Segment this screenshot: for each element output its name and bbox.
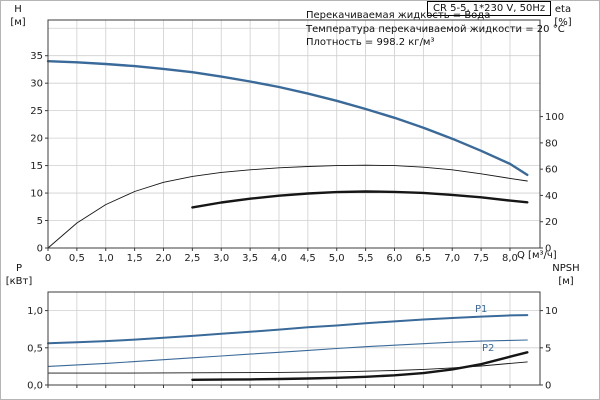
x-tick-label: 0,5	[69, 253, 85, 264]
y-right-tick-label: 5	[545, 343, 551, 354]
y-right-tick-label: 20	[545, 217, 558, 228]
x-tick-label: 5,0	[329, 253, 345, 264]
y-left-tick-label: 0	[37, 244, 43, 255]
eta-curve	[47, 164, 528, 249]
eta-axis-label-unit: [%]	[554, 17, 572, 28]
NPSH-curve	[191, 351, 529, 381]
h-axis-label: H [м]	[6, 3, 30, 29]
P2-curve	[47, 339, 528, 367]
y-right-tick-label: 60	[545, 165, 558, 176]
npsh-axis-label-unit: [м]	[558, 276, 574, 287]
fluid-annotations: Перекачиваемая жидкость = Вода Температу…	[306, 9, 565, 50]
x-tick-label: 2,5	[184, 253, 200, 264]
NPSH-curve-thin	[47, 361, 528, 374]
npsh-axis-label-symbol: NPSH	[552, 263, 580, 274]
x-tick-label: 4,5	[300, 253, 316, 264]
x-tick-label: 1,5	[127, 253, 143, 264]
plot-border	[47, 19, 541, 249]
y-left-tick-label: 25	[30, 106, 43, 117]
x-tick-label: 8,0	[502, 253, 518, 264]
y-left-tick-label: 0,5	[27, 343, 43, 354]
y-left-tick-label: 15	[30, 161, 43, 172]
plot-border	[47, 291, 541, 386]
y-left-tick-label: 35	[30, 51, 43, 62]
x-tick-label: 4,0	[271, 253, 287, 264]
q-axis-label: Q [м³/ч]	[517, 250, 557, 261]
x-tick-label: 3,0	[213, 253, 229, 264]
y-right-tick-label: 80	[545, 138, 558, 149]
eta-axis-label: eta [%]	[548, 3, 578, 29]
x-tick-label: 7,5	[473, 253, 489, 264]
y-right-tick-label: 40	[545, 191, 558, 202]
annotation-density: Плотность = 998.2 кг/м³	[306, 37, 435, 48]
y-left-tick-label: 10	[30, 189, 43, 200]
p-axis-label-unit: [кВт]	[5, 276, 33, 287]
p2-curve-label: P2	[482, 343, 495, 354]
H-curve	[46, 60, 529, 177]
eta-axis-label-symbol: eta	[554, 4, 572, 15]
y-right-tick-label: 100	[545, 112, 564, 123]
x-tick-label: 5,5	[358, 253, 374, 264]
p-axis-label-symbol: P	[15, 263, 23, 274]
p-axis-label: P [кВт]	[4, 262, 34, 288]
P1-curve	[47, 314, 529, 345]
x-tick-label: 0	[45, 253, 51, 264]
y-left-tick-label: 5	[37, 216, 43, 227]
pump-model-box: CR 5-5, 1*230 V, 50Hz	[427, 1, 552, 16]
eta-pump-motor-curve	[191, 190, 529, 209]
y-left-tick-label: 30	[30, 79, 43, 90]
x-tick-label: 1,0	[98, 253, 114, 264]
x-tick-label: 6,0	[387, 253, 403, 264]
y-left-tick-label: 1,0	[27, 306, 43, 317]
x-tick-label: 3,5	[242, 253, 258, 264]
annotation-liquid: Перекачиваемая жидкость = Вода	[306, 10, 491, 21]
y-right-tick-label: 0	[545, 244, 551, 255]
npsh-axis-label: NPSH [м]	[546, 262, 586, 288]
x-tick-label: 7,0	[444, 253, 460, 264]
h-axis-label-unit: [м]	[10, 17, 26, 28]
annotation-temperature: Температура перекачиваемой жидкости = 20…	[306, 23, 565, 35]
p1-curve-label: P1	[475, 304, 488, 315]
h-axis-label-symbol: H	[14, 4, 22, 15]
x-tick-label: 6,5	[415, 253, 431, 264]
y-left-tick-label: 0,0	[27, 381, 43, 392]
y-right-tick-label: 0	[545, 381, 551, 392]
y-right-tick-label: 10	[545, 306, 558, 317]
y-left-tick-label: 20	[30, 134, 43, 145]
x-tick-label: 2,0	[156, 253, 172, 264]
